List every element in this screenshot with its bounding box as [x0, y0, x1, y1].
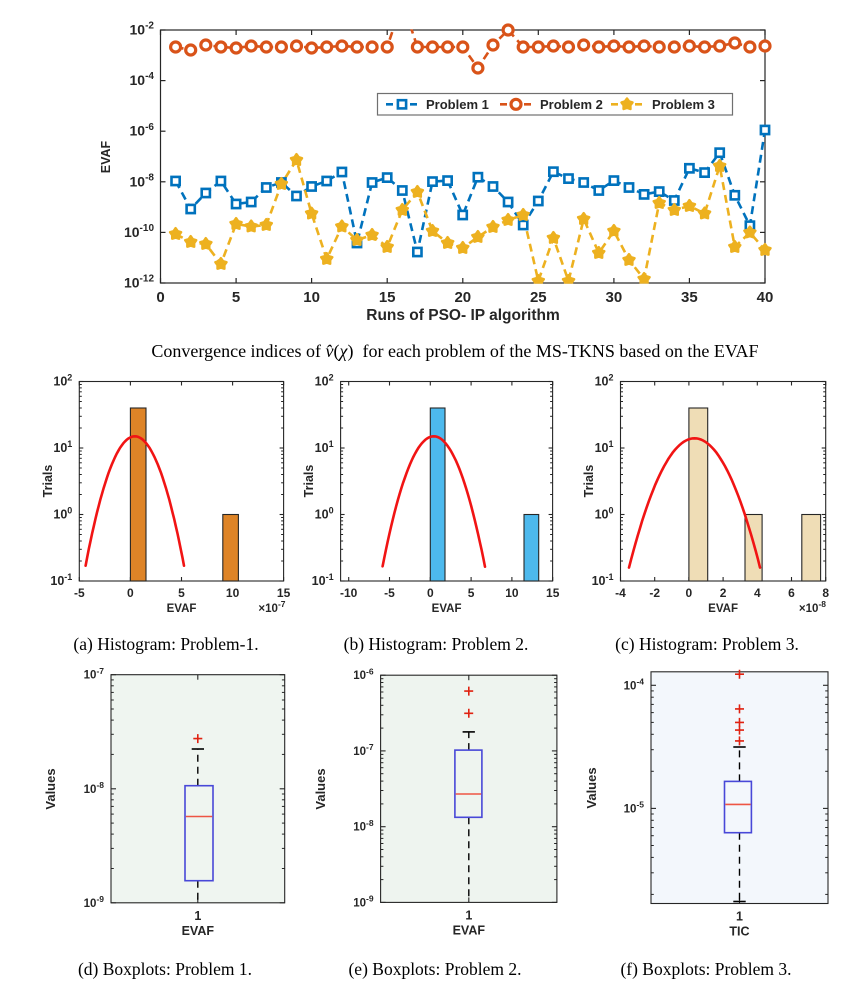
svg-text:(b) Histogram: Problem 2.: (b) Histogram: Problem 2.	[344, 634, 529, 654]
svg-text:10-4: 10-4	[624, 677, 645, 693]
svg-text:101: 101	[53, 439, 72, 455]
svg-text:Runs of PSO- IP algorithm: Runs of PSO- IP algorithm	[366, 307, 559, 324]
svg-text:EVAF: EVAF	[99, 140, 113, 173]
svg-text:100: 100	[53, 505, 72, 521]
svg-text:0: 0	[427, 586, 434, 600]
svg-text:10-6: 10-6	[353, 666, 374, 682]
svg-text:-5: -5	[74, 586, 85, 600]
svg-text:10: 10	[226, 586, 240, 600]
svg-text:(e) Boxplots: Problem 2.: (e) Boxplots: Problem 2.	[348, 959, 521, 979]
svg-text:1: 1	[736, 910, 743, 924]
svg-text:8: 8	[822, 586, 829, 600]
svg-text:-10: -10	[340, 586, 358, 600]
svg-text:-2: -2	[649, 586, 660, 600]
svg-text:Values: Values	[313, 768, 328, 809]
svg-text:5: 5	[232, 289, 240, 306]
svg-text:15: 15	[379, 289, 396, 306]
svg-text:15: 15	[277, 586, 291, 600]
svg-text:1: 1	[194, 909, 201, 923]
svg-text:5: 5	[468, 586, 475, 600]
svg-text:25: 25	[530, 289, 547, 306]
svg-text:100: 100	[595, 505, 614, 521]
svg-text:10-7: 10-7	[353, 742, 374, 758]
svg-text:(c) Histogram: Problem 3.: (c) Histogram: Problem 3.	[615, 634, 799, 654]
svg-text:Problem 3: Problem 3	[652, 97, 715, 112]
svg-text:10-6: 10-6	[130, 122, 155, 139]
svg-text:10-8: 10-8	[130, 172, 155, 189]
svg-text:Trials: Trials	[582, 465, 596, 498]
svg-text:20: 20	[454, 289, 471, 306]
svg-text:10-7: 10-7	[84, 666, 105, 682]
svg-text:Values: Values	[584, 767, 599, 808]
svg-text:(a) Histogram: Problem-1.: (a) Histogram: Problem-1.	[73, 634, 258, 654]
svg-text:10-1: 10-1	[50, 572, 72, 588]
svg-text:0: 0	[156, 289, 164, 306]
svg-text:0: 0	[127, 586, 134, 600]
svg-text:EVAF: EVAF	[453, 923, 486, 937]
svg-text:Problem 1: Problem 1	[426, 97, 489, 112]
svg-text:EVAF: EVAF	[182, 924, 215, 938]
svg-text:102: 102	[595, 372, 614, 388]
svg-text:EVAF: EVAF	[167, 603, 197, 615]
svg-text:30: 30	[606, 289, 623, 306]
svg-text:2: 2	[720, 586, 727, 600]
svg-text:Problem 2: Problem 2	[540, 97, 603, 112]
svg-text:15: 15	[546, 586, 560, 600]
svg-text:6: 6	[788, 586, 795, 600]
svg-text:EVAF: EVAF	[708, 603, 738, 615]
svg-text:10-8: 10-8	[353, 818, 374, 834]
svg-text:(d) Boxplots: Problem 1.: (d) Boxplots: Problem 1.	[78, 959, 252, 979]
svg-text:101: 101	[595, 439, 614, 455]
svg-text:1: 1	[465, 908, 472, 922]
svg-text:0: 0	[686, 586, 693, 600]
svg-text:Trials: Trials	[302, 465, 316, 498]
svg-text:10-4: 10-4	[130, 71, 155, 88]
svg-text:10-2: 10-2	[130, 21, 155, 38]
svg-text:10-1: 10-1	[312, 572, 334, 588]
svg-text:×10-8: ×10-8	[799, 599, 826, 615]
svg-text:-5: -5	[384, 586, 395, 600]
svg-text:10-5: 10-5	[624, 800, 645, 816]
svg-text:40: 40	[757, 289, 774, 306]
svg-text:10: 10	[505, 586, 519, 600]
svg-text:10-9: 10-9	[353, 894, 374, 910]
svg-text:100: 100	[315, 505, 334, 521]
svg-text:-4: -4	[615, 586, 626, 600]
svg-text:4: 4	[754, 586, 761, 600]
svg-text:10-9: 10-9	[84, 894, 105, 910]
svg-text:102: 102	[53, 372, 72, 388]
svg-text:102: 102	[315, 372, 334, 388]
svg-text:(f) Boxplots: Problem 3.: (f) Boxplots: Problem 3.	[620, 959, 791, 979]
svg-text:×10-7: ×10-7	[258, 599, 285, 615]
svg-text:TIC: TIC	[729, 925, 749, 939]
svg-text:5: 5	[178, 586, 185, 600]
svg-text:35: 35	[681, 289, 698, 306]
svg-text:101: 101	[315, 439, 334, 455]
svg-text:Convergence indices of v̂(χ): Convergence indices of v̂(χ) for each pr…	[151, 341, 758, 362]
svg-text:10-12: 10-12	[124, 274, 154, 291]
svg-text:Trials: Trials	[41, 465, 55, 498]
svg-text:10: 10	[303, 289, 320, 306]
svg-text:10-1: 10-1	[592, 572, 614, 588]
svg-text:EVAF: EVAF	[432, 603, 462, 615]
svg-text:Values: Values	[43, 768, 58, 809]
svg-text:10-8: 10-8	[84, 780, 105, 796]
svg-text:10-10: 10-10	[124, 223, 154, 240]
